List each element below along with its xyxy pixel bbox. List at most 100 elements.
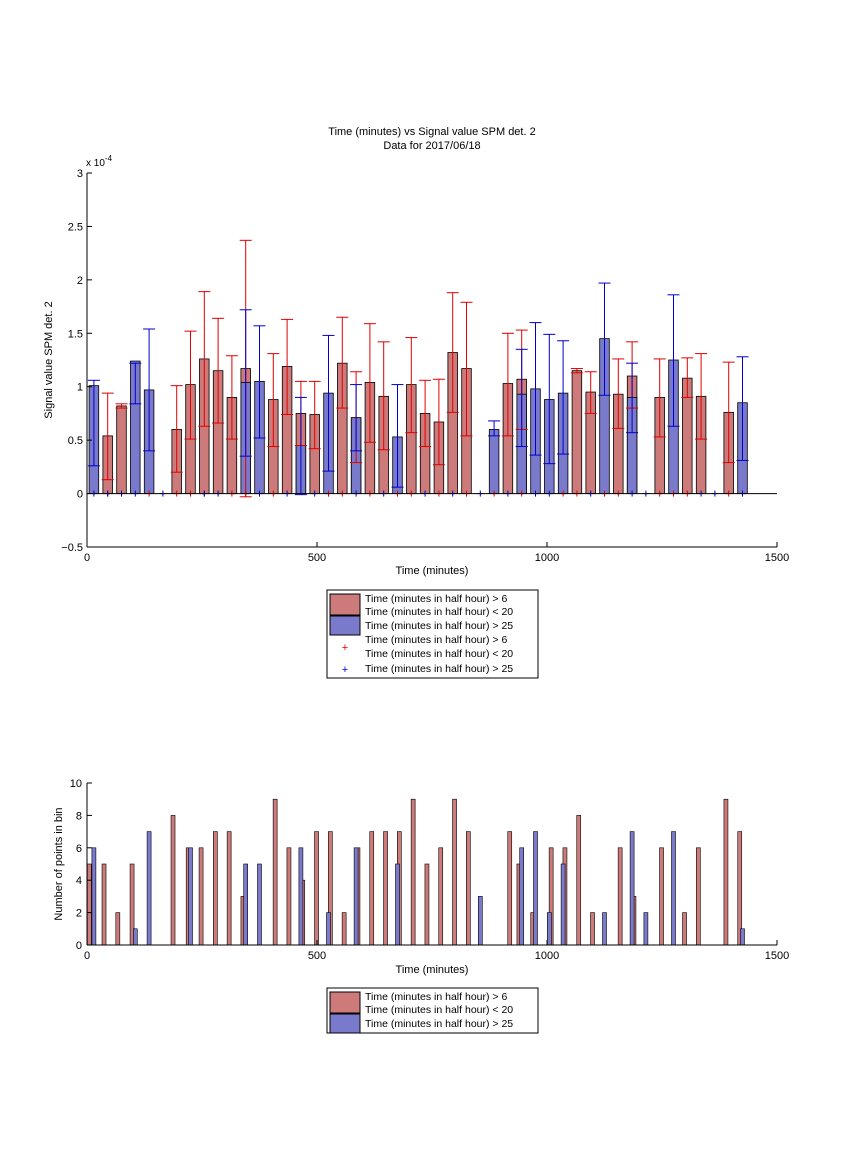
chart2-xtick-label: 1000 (535, 950, 559, 962)
blue-count-bar (546, 912, 552, 946)
red-count-bar (659, 847, 664, 946)
red-errorbar (198, 291, 211, 427)
blue-errorbar (626, 362, 639, 434)
legend1-red-bar-swatch (329, 593, 361, 616)
chart1-ytick-label: 2 (77, 275, 83, 287)
red-count-bar (213, 831, 218, 946)
red-errorbar (570, 368, 583, 374)
blue-count-bar (560, 863, 566, 946)
blue-errorbar (488, 420, 501, 437)
blue-count-bar (643, 912, 649, 946)
chart1-legend: Time (minutes in half hour) > 6 Time (mi… (326, 589, 539, 679)
legend2-blue-bar-label: Time (minutes in half hour) > 25 (365, 1018, 513, 1030)
chart2-ytick-label: 8 (76, 810, 82, 822)
chart2-ylabel: Number of points in bin (53, 807, 65, 920)
red-count-bar (466, 831, 471, 946)
legend1-red-bar-label-1: Time (minutes in half hour) > 6 (365, 593, 507, 605)
red-errorbar (446, 292, 459, 413)
chart1-ylabel: Signal value SPM det. 2 (43, 301, 55, 418)
red-count-bar (272, 798, 278, 946)
chart2-xtick-label: 0 (84, 950, 90, 962)
blue-count-bar (477, 896, 483, 946)
legend1-red-plus-label-1: Time (minutes in half hour) > 6 (365, 634, 507, 646)
legend2-red-bar-swatch (329, 991, 361, 1014)
red-bar (571, 370, 583, 494)
red-errorbar (584, 371, 597, 414)
signal-chart: Time (minutes) vs Signal value SPM det. … (43, 126, 789, 679)
red-count-bar (314, 831, 319, 946)
legend1-blue-bar-label: Time (minutes in half hour) > 25 (365, 620, 513, 632)
red-errorbar (170, 385, 183, 473)
blue-errorbar (87, 379, 100, 467)
blue-count-bar (146, 831, 152, 946)
blue-count-bar (602, 912, 607, 946)
blue-errorbar (143, 328, 156, 452)
legend1-blue-bar-swatch (329, 615, 361, 636)
chart1-subtitle: Data for 2017/06/18 (383, 140, 480, 152)
red-errorbar (419, 379, 432, 448)
red-count-bar (369, 831, 375, 946)
blue-count-bar (533, 831, 538, 946)
legend2-red-bar-label-2: Time (minutes in half hour) < 20 (365, 1004, 513, 1016)
blue-count-bar (133, 928, 138, 946)
blue-count-bar (519, 847, 525, 946)
chart1-xtick-label: 0 (84, 552, 90, 564)
chart1-xtick-label: 1000 (535, 552, 559, 564)
blue-count-bar (671, 831, 676, 946)
chart2-ytick-label: 0 (76, 940, 82, 952)
chart1-ytick-label: 0.5 (68, 435, 83, 447)
blue-count-bar (91, 847, 97, 946)
red-count-bar (198, 847, 204, 946)
blue-count-bar (326, 912, 331, 946)
legend1-red-plus-marker: + (342, 642, 348, 654)
chart1-ytick-label: 3 (77, 168, 83, 180)
chart1-ytick-label: 2.5 (68, 221, 83, 233)
chart2-xtick-label: 500 (308, 950, 326, 962)
chart1-ytick-label: −0.5 (61, 542, 83, 554)
red-count-bar (115, 912, 121, 946)
red-count-bar (737, 831, 743, 946)
blue-bar (488, 429, 500, 494)
red-errorbar (722, 361, 735, 464)
blue-errorbar (529, 322, 542, 456)
red-count-bar (617, 847, 623, 946)
red-count-bar (410, 798, 416, 946)
red-count-bar (286, 847, 292, 946)
count-chart: 0 500 1000 1500 0 2 4 6 8 10 Time (minutes) Numbe… (53, 778, 789, 1034)
chart2-legend-box (326, 987, 539, 1034)
blue-errorbar (322, 334, 335, 472)
red-count-bar (170, 815, 176, 946)
red-count-bar (696, 847, 701, 946)
blue-errorbar (598, 282, 611, 396)
blue-count-bar (188, 847, 193, 946)
red-count-bar (452, 798, 457, 946)
blue-errorbar (391, 384, 404, 488)
chart2-ytick-label: 10 (70, 778, 82, 790)
red-count-bar (383, 831, 388, 946)
red-errorbar (308, 380, 321, 450)
chart1-xtick-label: 500 (308, 552, 326, 564)
chart1-ytick-label: 0 (77, 489, 83, 501)
blue-errorbar (239, 309, 252, 457)
chart1-ytick-label: 1 (77, 382, 83, 394)
blue-errorbar (129, 362, 142, 405)
red-errorbar (212, 317, 225, 424)
red-count-bar (87, 863, 92, 946)
chart1-xtick-label: 1500 (765, 552, 789, 564)
chart1-exponent-base: x 10 (86, 158, 105, 169)
blue-count-bar (395, 863, 400, 946)
blue-errorbar (736, 356, 749, 461)
chart1-legend-box (326, 589, 539, 679)
blue-errorbar (667, 294, 680, 427)
red-errorbar (405, 337, 418, 434)
red-errorbar (432, 378, 445, 466)
blue-errorbar (543, 333, 556, 465)
blue-count-bar (353, 847, 359, 946)
legend1-red-bar-label-2: Time (minutes in half hour) < 20 (365, 606, 513, 618)
legend1-blue-plus-marker: + (342, 664, 348, 676)
chart2-ytick-label: 6 (76, 843, 82, 855)
red-errorbar (501, 332, 514, 437)
red-errorbar (336, 316, 349, 409)
red-count-bar (590, 912, 595, 946)
chart1-ytick-label: 1.5 (68, 328, 83, 340)
